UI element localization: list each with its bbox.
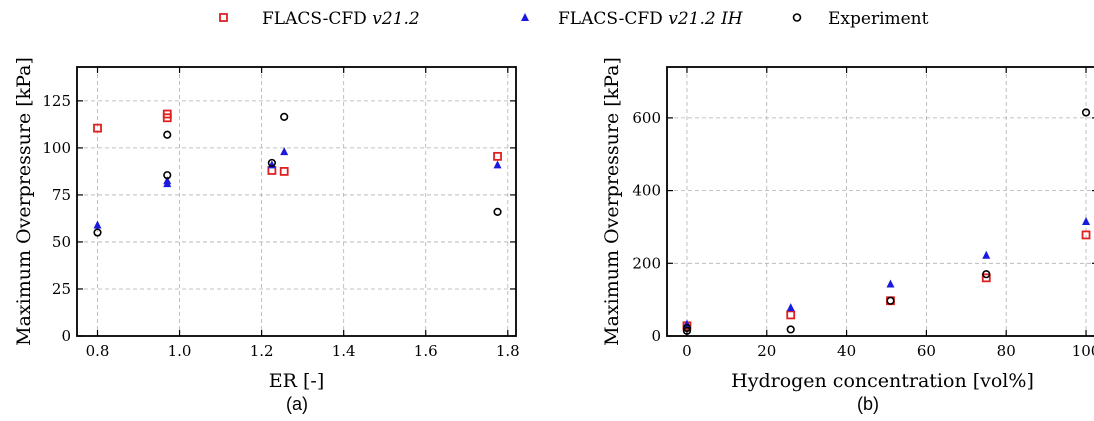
x-tick-label: 80 xyxy=(997,342,1016,360)
point-flacs xyxy=(786,310,796,320)
point-experiment xyxy=(163,130,172,139)
x-tick-label: 0 xyxy=(682,342,692,360)
point-flacs-ih xyxy=(1082,216,1091,225)
point-flacs xyxy=(93,123,102,133)
point-experiment xyxy=(163,171,172,180)
point-experiment xyxy=(93,228,102,237)
y-tick-label: 600 xyxy=(632,109,661,127)
point-flacs xyxy=(279,167,289,176)
point-flacs xyxy=(1081,230,1091,240)
chart-b: 0 20 40 60 80 100 0 200 400 600 Hydrogen concentra… xyxy=(601,57,1094,414)
y-tick-label: 50 xyxy=(52,233,71,251)
panel-caption: (b) xyxy=(857,394,879,414)
y-tick-label: 125 xyxy=(42,92,71,110)
point-experiment xyxy=(280,112,289,121)
legend-entry-flacs-ih: FLACS-CFD v21.2 IH xyxy=(521,9,744,29)
x-tick-label: 1.0 xyxy=(168,342,192,360)
y-axis-label: Maximum Overpressure [kPa] xyxy=(601,57,623,346)
x-tick-label: 20 xyxy=(757,342,776,360)
x-axis-label: Hydrogen concentration [vol%] xyxy=(731,370,1034,392)
x-tick-label: 60 xyxy=(917,342,936,360)
point-experiment xyxy=(493,207,502,216)
plot-frame xyxy=(76,66,517,337)
legend: FLACS-CFD v21.2 FLACS-CFD v21.2 IH Exper… xyxy=(219,9,929,29)
y-tick-label: 0 xyxy=(61,327,71,345)
point-flacs-ih xyxy=(93,220,102,229)
point-flacs xyxy=(162,113,172,123)
point-flacs-ih xyxy=(786,303,795,312)
point-flacs-ih xyxy=(493,160,502,169)
y-tick-label: 25 xyxy=(52,280,71,298)
y-tick-label: 75 xyxy=(52,186,71,204)
x-tick-label: 1.8 xyxy=(496,342,520,360)
x-tick-label: 1.2 xyxy=(250,342,274,360)
point-experiment xyxy=(982,270,991,279)
x-tick-label: 0.8 xyxy=(86,342,110,360)
point-experiment xyxy=(682,323,692,333)
point-experiment xyxy=(786,325,795,334)
point-experiment xyxy=(1081,108,1091,117)
x-tick-label: 40 xyxy=(837,342,856,360)
point-experiment xyxy=(682,326,692,336)
legend-marker-square xyxy=(219,13,228,22)
legend-label-flacs: FLACS-CFD v21.2 xyxy=(262,9,420,29)
x-tick-label: 1.6 xyxy=(414,342,438,360)
legend-marker-circle xyxy=(792,13,802,22)
x-tick-label: 1.4 xyxy=(332,342,356,360)
x-axis-label: ER [-] xyxy=(269,370,324,392)
y-tick-label: 200 xyxy=(632,254,661,272)
point-flacs xyxy=(493,151,502,161)
y-tick-label: 100 xyxy=(42,139,71,157)
legend-entry-experiment: Experiment xyxy=(792,9,929,29)
point-flacs xyxy=(981,273,991,283)
panel-caption: (a) xyxy=(286,394,308,414)
plot-frame xyxy=(666,66,1094,337)
point-experiment xyxy=(267,158,276,168)
y-tick-label: 0 xyxy=(651,327,661,345)
chart-a: 0.8 1.0 1.2 1.4 1.6 1.8 0 25 50 75 100 125 ER [-] Max… xyxy=(13,57,520,414)
point-experiment xyxy=(886,296,895,305)
legend-entry-flacs: FLACS-CFD v21.2 xyxy=(219,9,420,29)
y-axis-label: Maximum Overpressure [kPa] xyxy=(13,57,35,346)
legend-label-flacs-ih: FLACS-CFD v21.2 IH xyxy=(558,9,744,29)
point-flacs-ih xyxy=(280,147,289,156)
point-flacs-ih xyxy=(886,279,895,288)
point-flacs-ih xyxy=(163,179,172,188)
legend-marker-triangle xyxy=(521,13,529,21)
y-tick-label: 400 xyxy=(632,182,661,200)
x-tick-label: 100 xyxy=(1072,342,1094,360)
legend-label-experiment: Experiment xyxy=(828,9,929,29)
point-flacs-ih xyxy=(982,250,991,259)
